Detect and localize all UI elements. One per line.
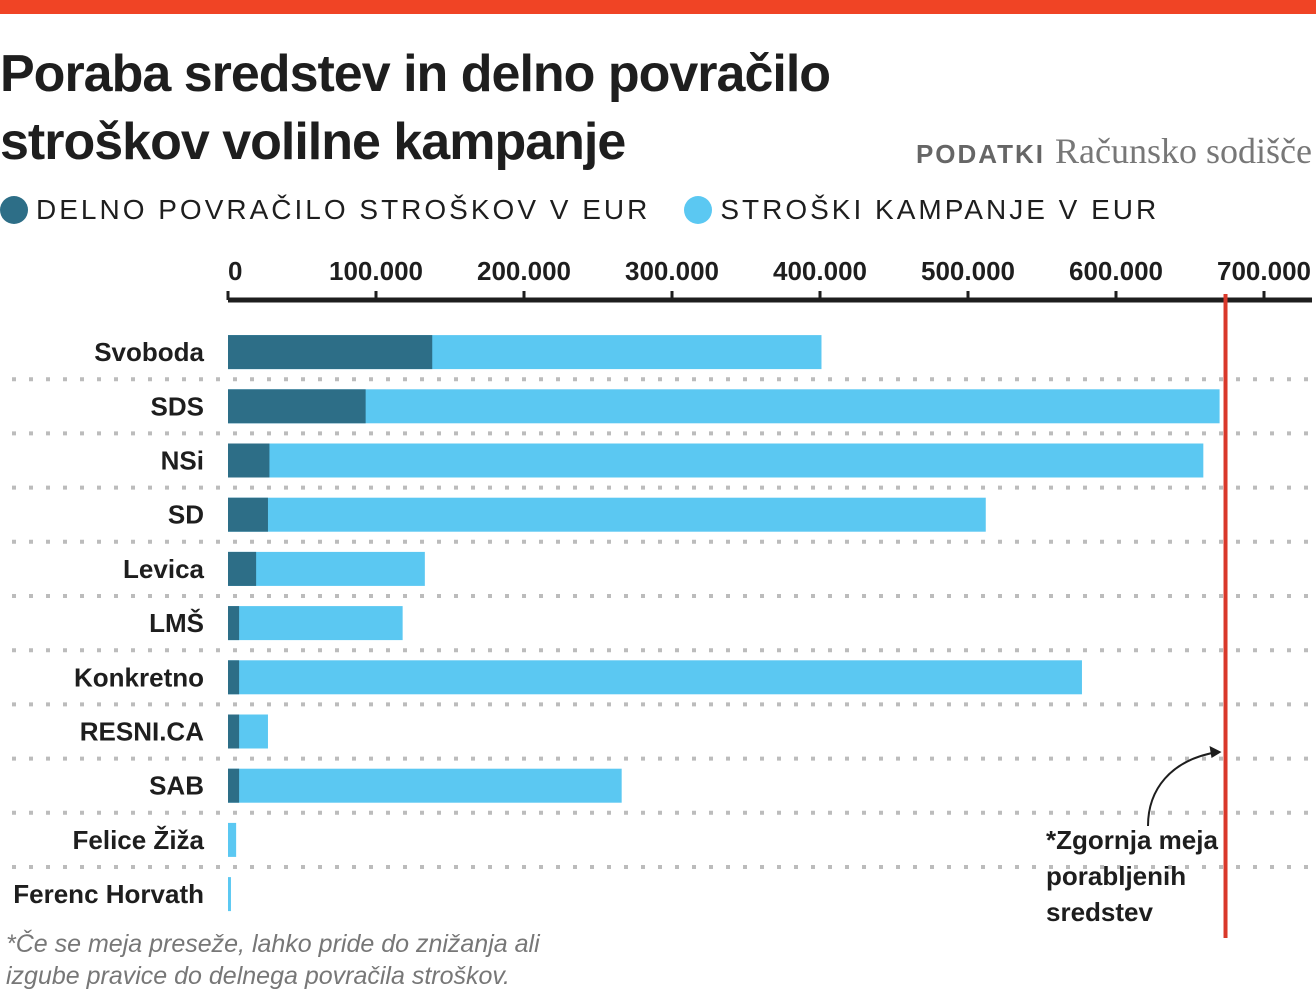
- limit-annotation: *Zgornja meja porabljenih sredstev: [1046, 822, 1226, 930]
- category-label: SD: [168, 500, 204, 530]
- bar-cost: [228, 822, 237, 857]
- bar-cost: [228, 497, 986, 532]
- bar-refund: [228, 714, 240, 749]
- x-tick-label: 400.000: [773, 256, 867, 286]
- x-tick-label: 600.000: [1069, 256, 1163, 286]
- category-label: Svoboda: [94, 337, 204, 367]
- legend-label-cost: STROŠKI KAMPANJE V EUR: [720, 194, 1160, 225]
- category-label: SDS: [151, 391, 204, 421]
- bar-refund: [228, 497, 268, 532]
- source-label: PODATKI: [915, 139, 1046, 169]
- category-label: Konkretno: [74, 662, 204, 692]
- annotation-line: porabljenih: [1046, 861, 1187, 891]
- bar-refund: [228, 660, 240, 695]
- source-name: Računsko sodišče: [1055, 131, 1312, 171]
- bar-refund: [228, 551, 257, 586]
- legend-swatch-cost: [684, 196, 713, 224]
- footnote: *Če se meja preseže, lahko pride do zniž…: [6, 930, 540, 990]
- x-tick-label: 300.000: [625, 256, 719, 286]
- category-label: SAB: [149, 771, 204, 801]
- category-label: Ferenc Horvath: [13, 879, 204, 909]
- x-tick-label: 0: [228, 256, 242, 286]
- category-label: LMŠ: [149, 608, 204, 638]
- x-tick-label: 100.000: [329, 256, 423, 286]
- legend-swatch-refund: [0, 196, 28, 224]
- legend-item-refund: DELNO POVRAČILO STROŠKOV V EUR: [0, 194, 650, 226]
- source: PODATKI Računsko sodišče: [916, 130, 1312, 172]
- bar-refund: [228, 335, 433, 370]
- category-label: Levica: [123, 554, 204, 584]
- annotation-line: sredstev: [1046, 897, 1153, 927]
- legend: DELNO POVRAČILO STROŠKOV V EUR STROŠKI K…: [0, 194, 1159, 226]
- bar-cost: [228, 660, 1082, 695]
- annotation-line: *Zgornja meja: [1046, 825, 1218, 855]
- legend-label-refund: DELNO POVRAČILO STROŠKOV V EUR: [36, 194, 651, 225]
- bar-cost: [228, 443, 1204, 478]
- bar-cost: [228, 768, 622, 803]
- bar-cost: [228, 389, 1220, 424]
- arrow-head-icon: [1209, 746, 1222, 758]
- category-label: RESNI.CA: [80, 717, 204, 747]
- category-label: NSi: [161, 446, 204, 476]
- annotation-arrow: [1147, 751, 1218, 827]
- top-accent-bar: [0, 0, 1316, 14]
- legend-item-cost: STROŠKI KAMPANJE V EUR: [684, 194, 1159, 226]
- chart-title: Poraba sredstev in delno povračilo stroš…: [0, 45, 831, 171]
- category-label: Felice Žiža: [73, 825, 205, 855]
- bar-refund: [228, 443, 270, 478]
- bar-refund: [228, 389, 366, 424]
- bar-refund: [228, 606, 240, 641]
- x-tick-label: 500.000: [921, 256, 1015, 286]
- bar-cost: [228, 606, 403, 641]
- bar-cost: [228, 877, 231, 912]
- bar-refund: [228, 768, 240, 803]
- x-tick-label: 200.000: [477, 256, 571, 286]
- bar-cost: [228, 551, 425, 586]
- x-tick-label: 700.000: [1217, 256, 1311, 286]
